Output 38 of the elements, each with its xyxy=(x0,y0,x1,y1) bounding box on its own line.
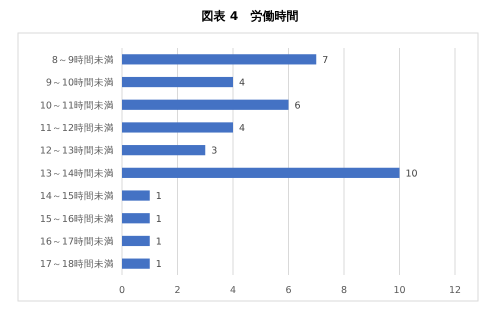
x-tick-label: 2 xyxy=(174,285,181,296)
y-tick-label: 13～14時間未満 xyxy=(40,167,114,180)
bar xyxy=(122,145,206,156)
y-tick-label: 17～18時間未満 xyxy=(40,258,114,270)
data-label: 7 xyxy=(322,54,328,66)
data-label: 1 xyxy=(156,236,162,248)
x-tick-label: 8 xyxy=(340,285,348,296)
data-label: 3 xyxy=(211,146,218,157)
x-tick-label: 12 xyxy=(448,285,462,296)
y-tick-label: 10～11時間未満 xyxy=(40,99,114,112)
x-tick-label: 4 xyxy=(230,285,236,296)
data-label: 1 xyxy=(156,191,162,202)
bar xyxy=(122,190,150,201)
bar xyxy=(122,54,316,64)
chart-title: 図表 4 労働時間 xyxy=(202,9,298,23)
x-tick-label: 0 xyxy=(118,285,126,296)
bar xyxy=(122,100,288,110)
x-tick-label: 6 xyxy=(285,285,292,296)
bar xyxy=(122,76,233,88)
x-tick-label: 10 xyxy=(393,285,406,296)
data-label: 10 xyxy=(406,168,418,180)
y-tick-label: 15～16時間未満 xyxy=(40,212,114,225)
y-tick-label: 8～9時間未満 xyxy=(52,54,114,66)
y-tick-label: 9～10時間未満 xyxy=(46,76,114,89)
bar xyxy=(122,236,150,246)
y-tick-label: 11～12時間未満 xyxy=(40,122,114,134)
data-label: 1 xyxy=(156,259,162,270)
y-tick-label: 14～15時間未満 xyxy=(40,190,114,202)
bar xyxy=(122,258,150,269)
bar xyxy=(122,122,233,133)
data-label: 4 xyxy=(239,78,246,89)
data-label: 4 xyxy=(239,122,246,134)
data-label: 6 xyxy=(294,100,301,112)
bar xyxy=(122,213,150,224)
y-tick-label: 16～17時間未満 xyxy=(40,235,114,248)
data-label: 1 xyxy=(156,214,162,225)
y-tick-label: 12～13時間未満 xyxy=(40,144,114,157)
bar xyxy=(122,168,400,178)
